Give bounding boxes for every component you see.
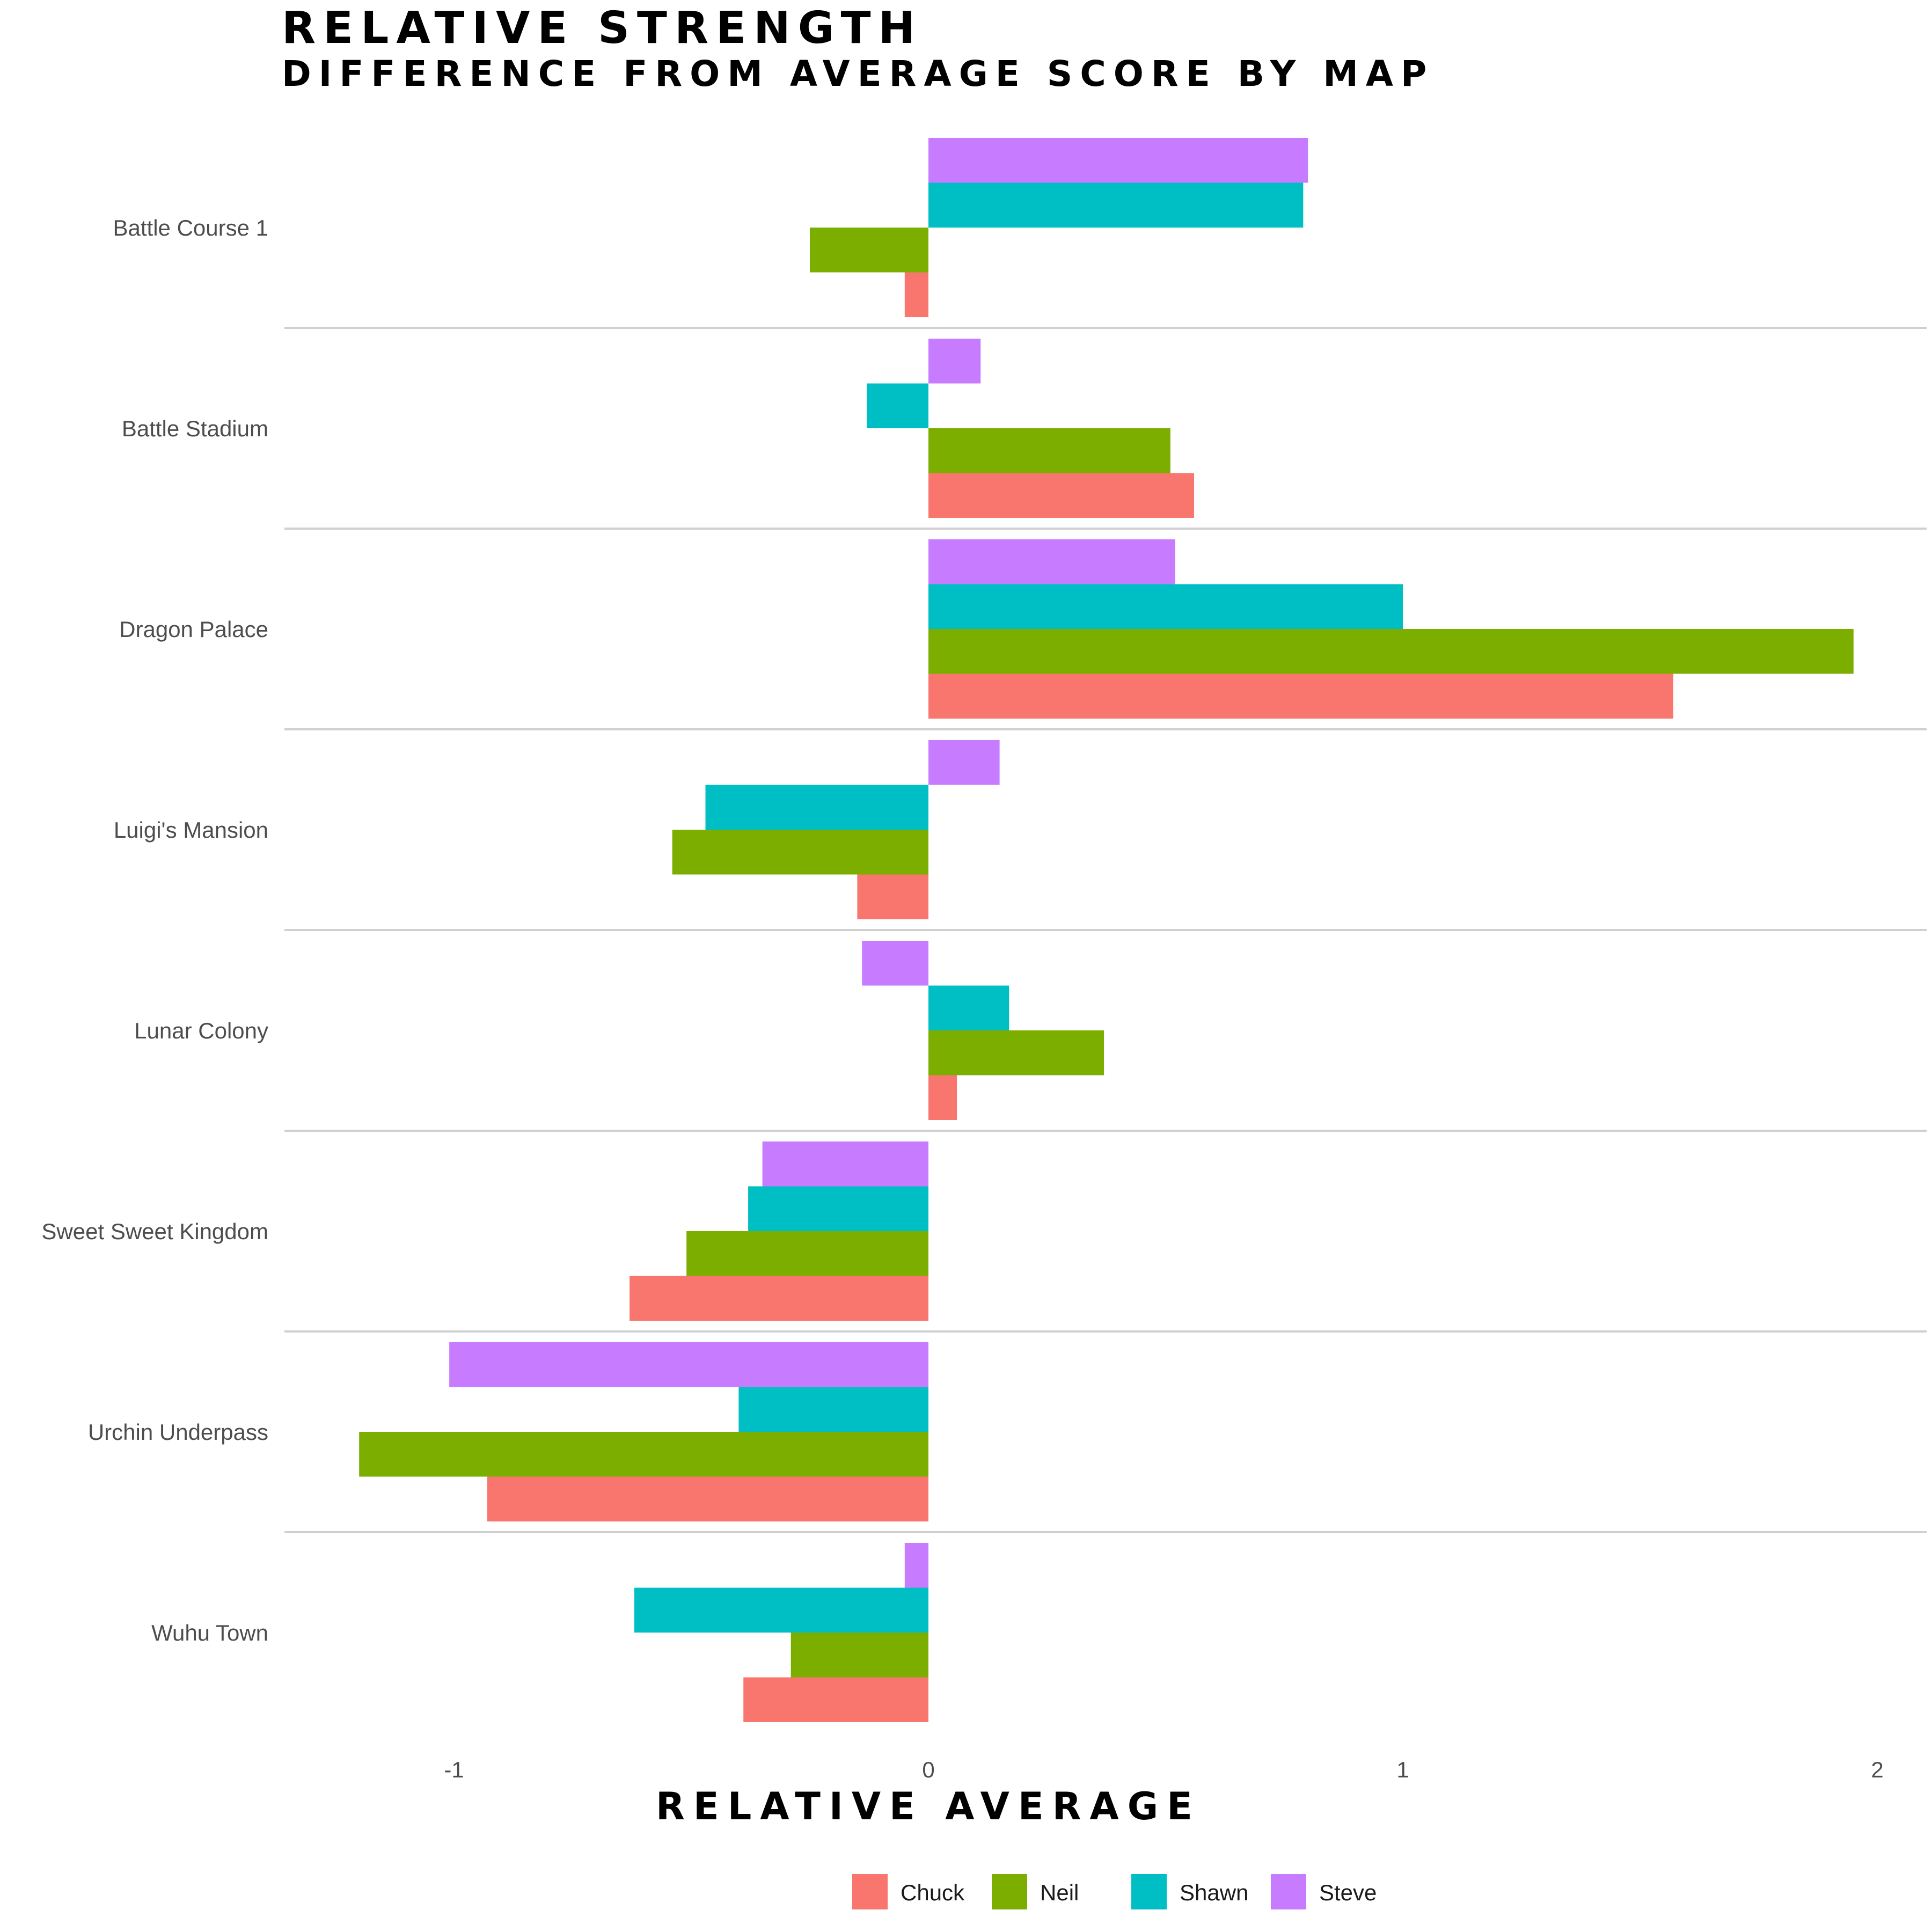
chart-subtitle: DIFFERENCE FROM AVERAGE SCORE BY MAP bbox=[282, 53, 1434, 94]
x-tick-label: -1 bbox=[444, 1757, 464, 1782]
bar-chuck bbox=[904, 272, 928, 317]
bar-shawn bbox=[738, 1387, 928, 1432]
x-tick-label: 0 bbox=[922, 1757, 934, 1782]
bar-shawn bbox=[705, 785, 928, 830]
bar-chuck bbox=[928, 1075, 957, 1120]
x-tick-label: 1 bbox=[1396, 1757, 1409, 1782]
bar-neil bbox=[928, 1030, 1104, 1075]
category-label: Urchin Underpass bbox=[88, 1419, 268, 1445]
chart-title: RELATIVE STRENGTH bbox=[282, 3, 923, 54]
category-label: Battle Stadium bbox=[122, 416, 268, 441]
legend-label: Shawn bbox=[1180, 1880, 1248, 1905]
legend-key-shawn bbox=[1131, 1874, 1167, 1909]
bar-shawn bbox=[748, 1186, 928, 1231]
legend-key-chuck bbox=[852, 1874, 888, 1909]
bar-chuck bbox=[630, 1276, 928, 1321]
bar-neil bbox=[359, 1432, 929, 1477]
bar-shawn bbox=[928, 985, 1009, 1030]
category-label: Battle Course 1 bbox=[113, 215, 269, 240]
bar-chuck bbox=[743, 1677, 928, 1722]
bar-shawn bbox=[634, 1587, 928, 1633]
bar-neil bbox=[810, 228, 928, 273]
bar-steve bbox=[928, 539, 1175, 584]
category-label: Lunar Colony bbox=[134, 1018, 268, 1043]
legend-key-steve bbox=[1271, 1874, 1306, 1909]
bar-chuck bbox=[487, 1476, 928, 1521]
category-labels: Battle Course 1 Battle Stadium Dragon Pala… bbox=[41, 215, 268, 1645]
bar-neil bbox=[928, 428, 1170, 473]
bars-group bbox=[359, 138, 1854, 1722]
bar-steve bbox=[904, 1543, 928, 1588]
bar-neil bbox=[686, 1231, 928, 1276]
bar-shawn bbox=[928, 182, 1304, 228]
legend: Chuck Neil Shawn Steve bbox=[852, 1874, 1377, 1909]
bar-chuck bbox=[857, 874, 928, 919]
x-tick-label: 2 bbox=[1871, 1757, 1883, 1782]
bar-chuck bbox=[928, 473, 1195, 518]
bar-shawn bbox=[928, 584, 1403, 629]
bar-steve bbox=[862, 941, 928, 986]
category-label: Wuhu Town bbox=[151, 1620, 268, 1645]
bar-neil bbox=[928, 629, 1854, 674]
legend-key-neil bbox=[992, 1874, 1027, 1909]
bar-steve bbox=[928, 740, 1000, 785]
bar-neil bbox=[791, 1633, 928, 1678]
legend-label: Steve bbox=[1319, 1880, 1377, 1905]
category-label: Dragon Palace bbox=[119, 617, 268, 642]
category-separators bbox=[284, 327, 1927, 1533]
bar-steve bbox=[928, 138, 1308, 183]
bar-chuck bbox=[928, 674, 1673, 719]
x-axis-title: RELATIVE AVERAGE bbox=[656, 1784, 1201, 1828]
bar-steve bbox=[762, 1141, 928, 1187]
category-label: Luigi's Mansion bbox=[114, 817, 268, 843]
bar-neil bbox=[672, 830, 928, 875]
x-tick-labels: -1 0 1 2 bbox=[444, 1757, 1883, 1782]
category-label: Sweet Sweet Kingdom bbox=[41, 1219, 268, 1244]
bar-steve bbox=[928, 339, 981, 384]
bar-steve bbox=[449, 1342, 928, 1387]
bar-shawn bbox=[867, 383, 928, 428]
legend-label: Neil bbox=[1040, 1880, 1079, 1905]
legend-label: Chuck bbox=[901, 1880, 965, 1905]
